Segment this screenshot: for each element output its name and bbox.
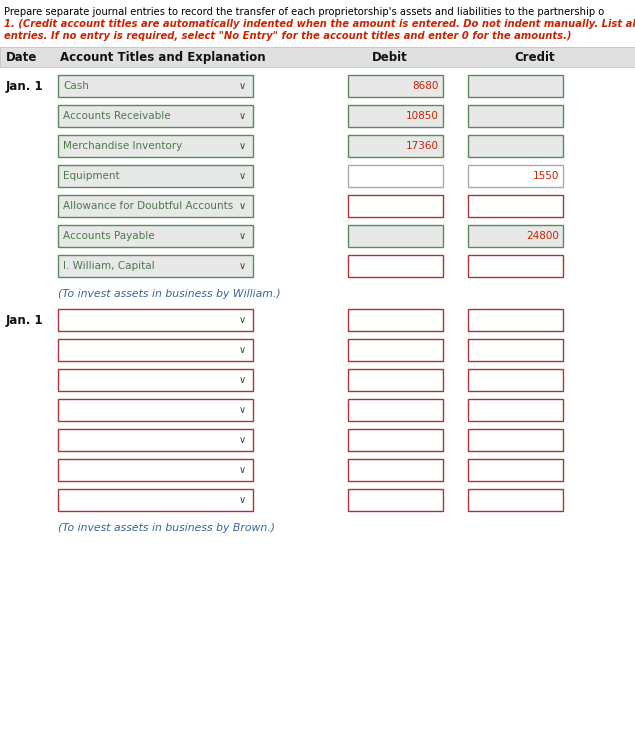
Text: ∨: ∨ <box>238 171 246 181</box>
Text: ∨: ∨ <box>238 261 246 271</box>
Text: 17360: 17360 <box>406 141 439 151</box>
Text: (To invest assets in business by William.): (To invest assets in business by William… <box>58 289 281 299</box>
Text: ∨: ∨ <box>238 345 246 355</box>
Text: ∨: ∨ <box>238 495 246 505</box>
FancyBboxPatch shape <box>468 489 563 511</box>
FancyBboxPatch shape <box>58 429 253 451</box>
FancyBboxPatch shape <box>348 399 443 421</box>
Text: entries. If no entry is required, select "No Entry" for the account titles and e: entries. If no entry is required, select… <box>4 31 572 41</box>
FancyBboxPatch shape <box>348 255 443 277</box>
Text: ∨: ∨ <box>238 375 246 385</box>
FancyBboxPatch shape <box>58 75 253 97</box>
FancyBboxPatch shape <box>468 195 563 217</box>
Text: ∨: ∨ <box>238 231 246 241</box>
FancyBboxPatch shape <box>58 195 253 217</box>
FancyBboxPatch shape <box>58 369 253 391</box>
Text: ∨: ∨ <box>238 201 246 211</box>
Text: Accounts Receivable: Accounts Receivable <box>63 111 171 121</box>
Text: Date: Date <box>6 50 37 63</box>
FancyBboxPatch shape <box>348 309 443 331</box>
FancyBboxPatch shape <box>348 165 443 187</box>
FancyBboxPatch shape <box>468 459 563 481</box>
FancyBboxPatch shape <box>58 165 253 187</box>
FancyBboxPatch shape <box>58 225 253 247</box>
Text: ∨: ∨ <box>238 141 246 151</box>
Text: Debit: Debit <box>372 50 408 63</box>
Text: ∨: ∨ <box>238 315 246 325</box>
FancyBboxPatch shape <box>58 459 253 481</box>
FancyBboxPatch shape <box>468 399 563 421</box>
FancyBboxPatch shape <box>0 47 635 67</box>
FancyBboxPatch shape <box>348 105 443 127</box>
FancyBboxPatch shape <box>58 489 253 511</box>
Text: ∨: ∨ <box>238 111 246 121</box>
Text: Account Titles and Explanation: Account Titles and Explanation <box>60 50 265 63</box>
Text: Jan. 1: Jan. 1 <box>6 79 44 93</box>
FancyBboxPatch shape <box>468 309 563 331</box>
FancyBboxPatch shape <box>468 429 563 451</box>
FancyBboxPatch shape <box>58 255 253 277</box>
FancyBboxPatch shape <box>468 369 563 391</box>
Text: ∨: ∨ <box>238 405 246 415</box>
Text: 24800: 24800 <box>526 231 559 241</box>
FancyBboxPatch shape <box>348 429 443 451</box>
FancyBboxPatch shape <box>348 195 443 217</box>
FancyBboxPatch shape <box>348 75 443 97</box>
Text: ∨: ∨ <box>238 465 246 475</box>
FancyBboxPatch shape <box>58 309 253 331</box>
Text: Jan. 1: Jan. 1 <box>6 313 44 327</box>
Text: Credit: Credit <box>515 50 556 63</box>
Text: I. William, Capital: I. William, Capital <box>63 261 155 271</box>
FancyBboxPatch shape <box>468 75 563 97</box>
FancyBboxPatch shape <box>468 225 563 247</box>
Text: Equipment: Equipment <box>63 171 119 181</box>
FancyBboxPatch shape <box>58 399 253 421</box>
Text: (To invest assets in business by Brown.): (To invest assets in business by Brown.) <box>58 523 275 533</box>
Text: Merchandise Inventory: Merchandise Inventory <box>63 141 182 151</box>
Text: Prepare separate journal entries to record the transfer of each proprietorship's: Prepare separate journal entries to reco… <box>4 7 605 17</box>
FancyBboxPatch shape <box>348 459 443 481</box>
Text: Cash: Cash <box>63 81 89 91</box>
FancyBboxPatch shape <box>468 105 563 127</box>
FancyBboxPatch shape <box>348 489 443 511</box>
Text: 1550: 1550 <box>533 171 559 181</box>
Text: 8680: 8680 <box>413 81 439 91</box>
FancyBboxPatch shape <box>58 105 253 127</box>
FancyBboxPatch shape <box>58 135 253 157</box>
FancyBboxPatch shape <box>468 165 563 187</box>
Text: ∨: ∨ <box>238 435 246 445</box>
FancyBboxPatch shape <box>58 339 253 361</box>
Text: ∨: ∨ <box>238 81 246 91</box>
Text: Accounts Payable: Accounts Payable <box>63 231 155 241</box>
Text: 1. (Credit account titles are automatically indented when the amount is entered.: 1. (Credit account titles are automatica… <box>4 19 635 29</box>
FancyBboxPatch shape <box>348 339 443 361</box>
FancyBboxPatch shape <box>468 255 563 277</box>
Text: Allowance for Doubtful Accounts: Allowance for Doubtful Accounts <box>63 201 233 211</box>
FancyBboxPatch shape <box>468 135 563 157</box>
FancyBboxPatch shape <box>348 135 443 157</box>
FancyBboxPatch shape <box>348 225 443 247</box>
Text: 10850: 10850 <box>406 111 439 121</box>
FancyBboxPatch shape <box>348 369 443 391</box>
FancyBboxPatch shape <box>468 339 563 361</box>
